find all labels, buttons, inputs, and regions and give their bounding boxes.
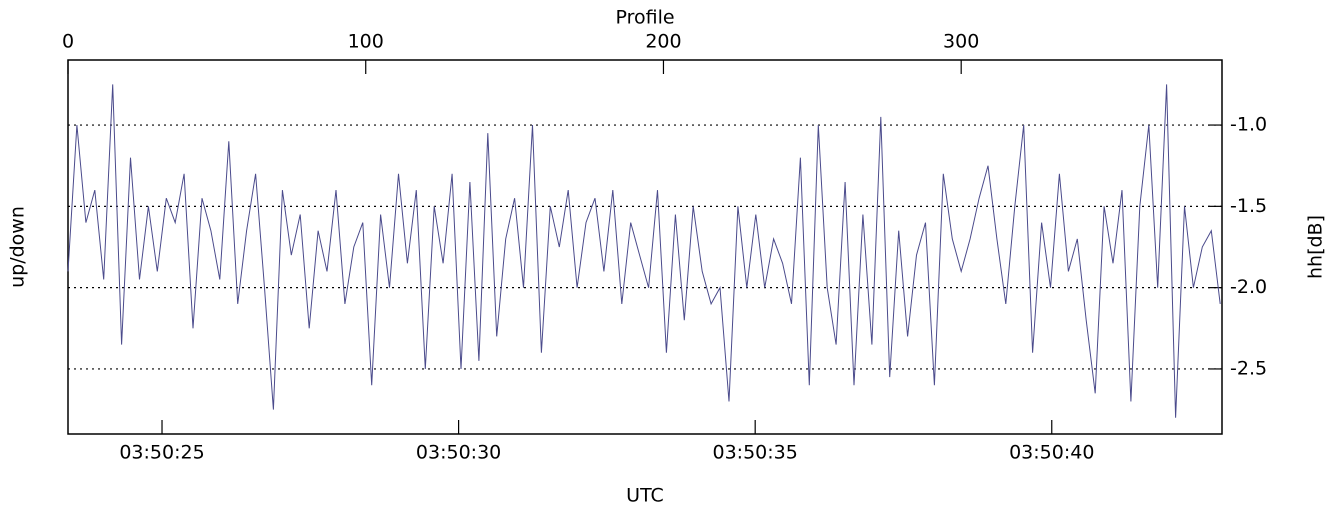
top-tick-label: 300: [943, 31, 979, 53]
bottom-tick-label: 03:50:35: [713, 442, 798, 464]
top-tick-label: 200: [645, 31, 681, 53]
right-tick-label: -2.0: [1230, 276, 1267, 298]
bottom-axis-title: UTC: [626, 485, 664, 507]
right-tick-label: -1.5: [1230, 195, 1267, 217]
bottom-tick-label: 03:50:30: [416, 442, 501, 464]
top-tick-label: 100: [348, 31, 384, 53]
plot-frame: [67, 59, 1223, 435]
right-tick-label: -2.5: [1230, 357, 1267, 379]
bottom-tick-label: 03:50:40: [1009, 442, 1094, 464]
right-tick-label: -1.0: [1230, 114, 1267, 136]
left-axis-title: up/down: [7, 206, 29, 288]
top-tick-label: 0: [62, 31, 74, 53]
right-axis-title: hh[dB]: [1305, 215, 1327, 279]
data-line: [67, 84, 1221, 418]
top-axis-title: Profile: [615, 7, 674, 29]
bottom-tick-label: 03:50:25: [119, 442, 204, 464]
